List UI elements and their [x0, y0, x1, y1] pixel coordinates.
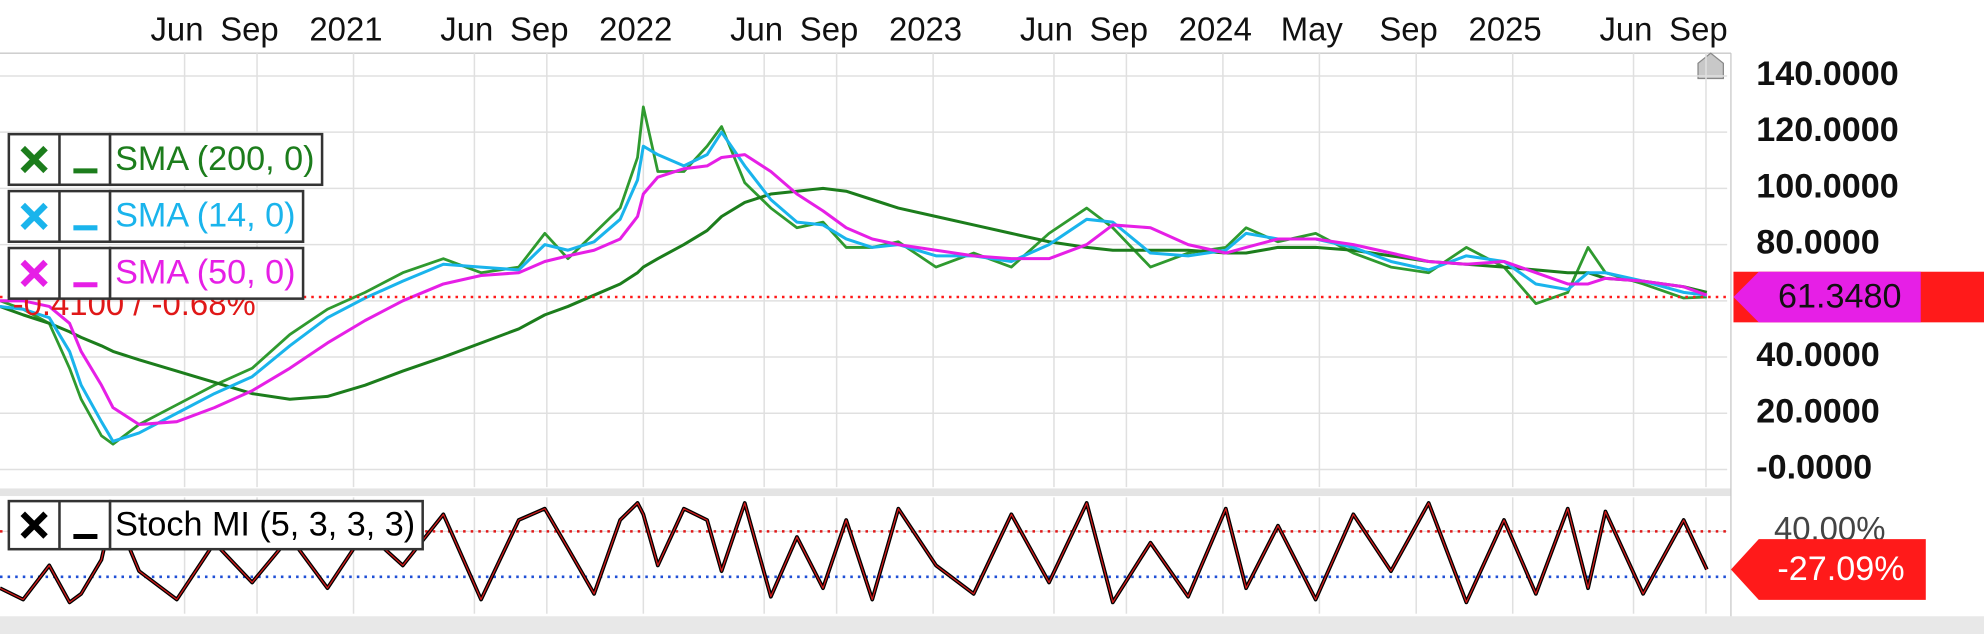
remove-button[interactable]: [20, 511, 48, 539]
x-tick-label: Jun: [150, 10, 203, 47]
legend-entry[interactable]: Stoch MI (5, 3, 3, 3): [7, 499, 424, 551]
y-tick-label: 20.0000: [1756, 392, 1879, 430]
remove-button[interactable]: [20, 259, 48, 287]
x-tick-label: Sep: [1090, 10, 1149, 47]
x-tick-label: Jun: [1020, 10, 1073, 47]
x-tick-label: 2024: [1179, 10, 1252, 47]
indicator-tag: [1730, 539, 1926, 600]
y-tick-label: -0.0000: [1756, 449, 1872, 487]
price-tag-label: 61.3480: [1778, 277, 1901, 315]
x-tick-label: 2021: [309, 10, 382, 47]
indicator-signal: [0, 502, 1708, 603]
indicator-tag-label: -27.09%: [1777, 550, 1904, 588]
price-tag: [1733, 271, 1921, 323]
x-tick-label: Sep: [1379, 10, 1438, 47]
remove-icon: [20, 259, 48, 287]
price-line: [0, 105, 1707, 446]
scroll-icon[interactable]: [1697, 52, 1724, 80]
remove-icon: [20, 511, 48, 539]
remove-icon: [20, 145, 48, 174]
legend-entry[interactable]: SMA (14, 0): [7, 189, 305, 243]
x-tick-label: Sep: [510, 10, 569, 47]
legend-entry[interactable]: SMA (200, 0): [7, 132, 324, 187]
x-tick-label: Jun: [440, 10, 493, 47]
x-tick-label: Sep: [220, 10, 279, 47]
y-tick-label: 140.0000: [1756, 55, 1898, 93]
y-tick-label: 120.0000: [1756, 111, 1898, 149]
legend-entry[interactable]: SMA (50, 0): [7, 246, 305, 300]
sma-line: [0, 186, 1708, 401]
legend-label: SMA (14, 0): [115, 197, 295, 235]
remove-icon: [20, 202, 48, 231]
x-tick-label: May: [1281, 10, 1344, 47]
legend-text-frame: [108, 189, 305, 243]
x-tick-label: Sep: [800, 10, 859, 47]
x-tick-label: 2022: [599, 10, 672, 47]
sma-line: [0, 130, 1708, 443]
y-tick-label: 100.0000: [1756, 167, 1898, 205]
legend-label: SMA (200, 0): [115, 140, 314, 178]
bottom-strip: [0, 616, 1984, 634]
remove-button[interactable]: [20, 145, 48, 174]
x-tick-label: Jun: [1599, 10, 1652, 47]
marks: [0, 105, 1728, 605]
panel-separator: [0, 488, 1731, 497]
legend-text-frame: [108, 132, 324, 187]
x-tick-label: 2023: [889, 10, 962, 47]
x-tick-label: Sep: [1669, 10, 1728, 47]
labels: Jun Sep 2021 Jun Sep 2022 Jun Sep 2023 Jun Sep 2024…: [150, 10, 1984, 600]
remove-button[interactable]: [20, 202, 48, 231]
x-tick-label: Jun: [730, 10, 783, 47]
sma-line: [0, 153, 1708, 427]
legend-text-frame: [108, 499, 424, 551]
y-tick-label: 40.0000: [1756, 336, 1879, 374]
y-tick-label: 80.0000: [1756, 224, 1879, 262]
x-tick-label: 2025: [1469, 10, 1542, 47]
legend-label: Stoch MI (5, 3, 3, 3): [115, 505, 415, 543]
legend: SMA (200, 0) SMA (14, 0) SMA (50, 0) Stoch …: [7, 132, 424, 551]
legend-text-frame: [108, 246, 305, 300]
legend-label: SMA (50, 0): [115, 254, 295, 292]
